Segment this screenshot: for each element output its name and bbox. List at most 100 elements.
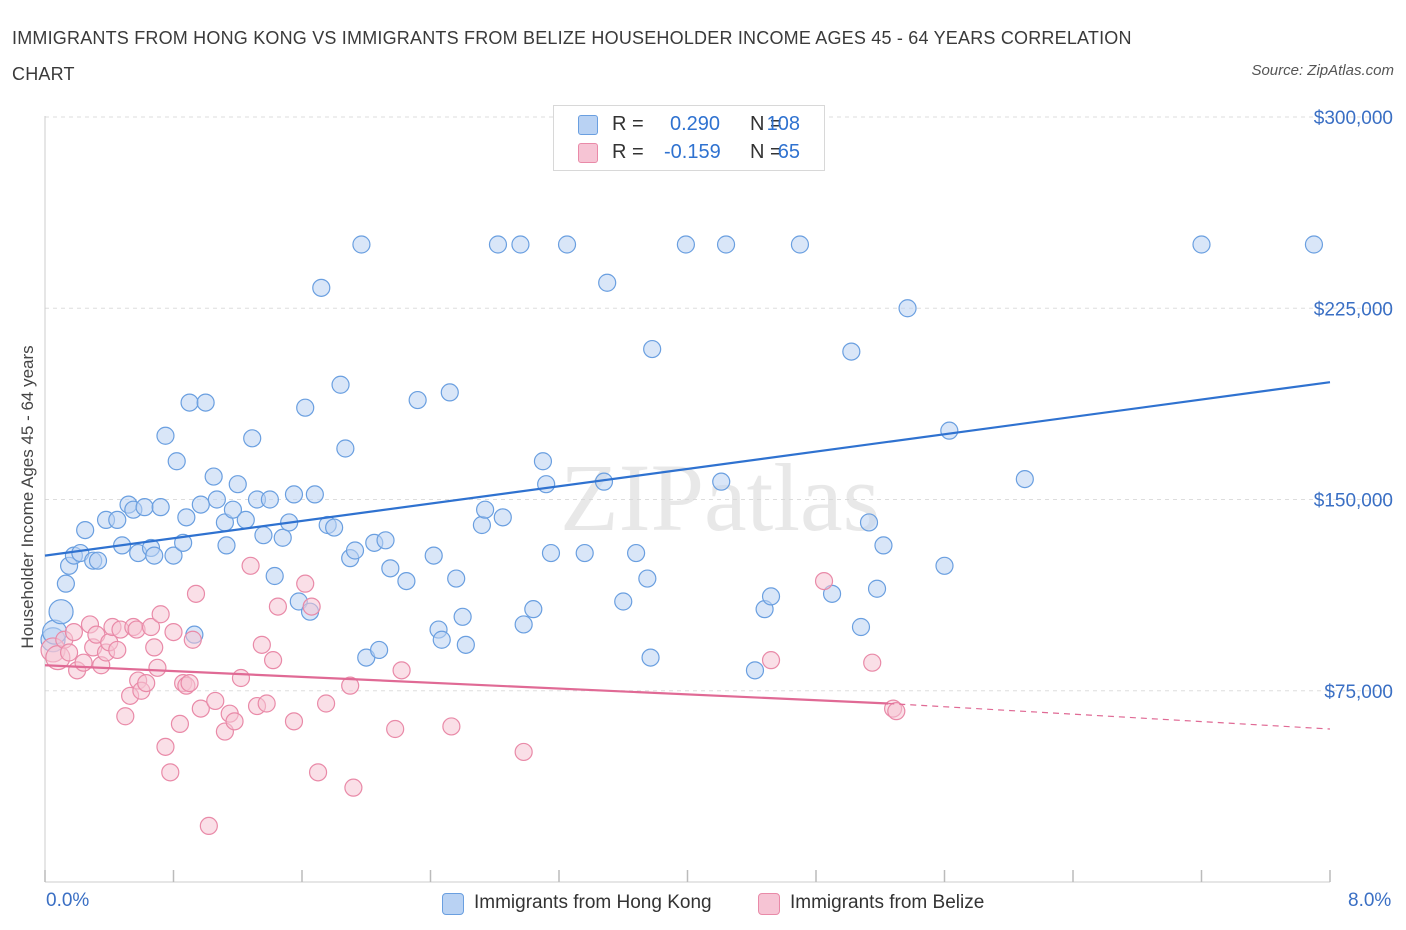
point-hong-kong [56, 574, 75, 593]
point-belize [199, 816, 218, 836]
legend-r-value: 0.290 [670, 113, 721, 135]
point-hong-kong [207, 490, 226, 509]
point-belize [206, 691, 225, 711]
point-hong-kong [493, 508, 512, 527]
point-hong-kong [151, 498, 170, 517]
legend-r-value: -0.159 [664, 141, 721, 163]
point-hong-kong [898, 299, 917, 318]
legend-swatch-hong-kong [578, 115, 598, 135]
point-belize [191, 699, 210, 718]
point-hong-kong [424, 546, 443, 565]
point-hong-kong [842, 342, 861, 361]
point-hong-kong [156, 426, 175, 445]
point-hong-kong [859, 513, 879, 532]
point-belize [141, 617, 161, 637]
trend-line-belize [44, 664, 889, 705]
point-hong-kong [511, 235, 530, 254]
point-hong-kong [1304, 235, 1324, 254]
series-legend: Immigrants from Hong Kong Immigrants fro… [0, 885, 1406, 919]
point-belize [761, 651, 781, 670]
point-hong-kong [336, 439, 355, 458]
point-belize [302, 597, 321, 616]
point-hong-kong [243, 429, 262, 448]
point-hong-kong [164, 546, 183, 565]
point-hong-kong [1015, 470, 1034, 489]
point-hong-kong [397, 571, 416, 591]
point-belize [392, 661, 411, 680]
point-belize [161, 763, 180, 782]
point-belize [263, 651, 283, 670]
point-hong-kong [867, 579, 887, 598]
point-belize [108, 640, 127, 660]
point-hong-kong [223, 500, 243, 519]
point-hong-kong [643, 339, 662, 359]
point-hong-kong [614, 592, 633, 611]
point-hong-kong [305, 485, 324, 504]
point-hong-kong [236, 510, 255, 530]
point-belize [183, 630, 202, 649]
point-belize [225, 712, 244, 731]
point-belize [145, 638, 164, 657]
point-hong-kong [851, 617, 871, 637]
legend-swatch-belize [578, 143, 598, 163]
chart-source: Source: ZipAtlas.com [1251, 62, 1394, 79]
point-belize [116, 707, 135, 726]
point-hong-kong [524, 600, 543, 619]
point-belize [284, 712, 304, 731]
point-belize [514, 742, 533, 762]
point-hong-kong [541, 543, 561, 563]
watermark: ZIPatlas [560, 444, 880, 551]
point-belize [164, 622, 183, 642]
point-hong-kong [447, 569, 466, 588]
point-hong-kong [135, 498, 154, 517]
point-belize [257, 694, 276, 713]
point-hong-kong [935, 556, 954, 575]
legend-n-label: N = [750, 141, 782, 163]
point-hong-kong [874, 536, 893, 555]
point-hong-kong [432, 630, 451, 649]
trend-lines [44, 381, 1331, 730]
point-hong-kong [191, 495, 210, 514]
point-hong-kong [1192, 235, 1211, 254]
point-belize [268, 597, 288, 616]
point-belize [170, 714, 190, 734]
point-hong-kong [476, 500, 495, 519]
legend-label-hong-kong: Immigrants from Hong Kong [474, 892, 712, 913]
point-hong-kong [180, 393, 199, 412]
y-tick-label: $75,000 [1324, 682, 1393, 703]
point-hong-kong [325, 518, 344, 537]
point-hong-kong [145, 546, 164, 565]
point-hong-kong [331, 375, 350, 394]
point-belize [156, 737, 175, 756]
correlation-legend: R = 0.290 N = 108 R = -0.159 N = 65 [553, 105, 825, 171]
point-belize [344, 778, 363, 797]
point-belize [137, 673, 156, 693]
point-belize [231, 668, 251, 688]
point-belize [64, 622, 84, 642]
chart-title: IMMIGRANTS FROM HONG KONG VS IMMIGRANTS … [12, 28, 1132, 84]
point-hong-kong [284, 485, 304, 504]
point-hong-kong [273, 528, 292, 547]
point-belize [74, 653, 93, 672]
axes [44, 116, 1331, 883]
y-tick-labels: $75,000 $150,000 $225,000 $300,000 [1314, 108, 1393, 703]
point-hong-kong [712, 472, 731, 491]
point-belize [316, 694, 336, 713]
point-hong-kong [676, 235, 695, 254]
legend-r-label: R = [612, 141, 644, 163]
point-hong-kong [228, 475, 247, 494]
point-belize [186, 584, 206, 603]
point-hong-kong [638, 569, 657, 588]
point-hong-kong [265, 566, 284, 586]
point-belize [887, 702, 906, 721]
point-hong-kong [575, 543, 594, 563]
point-hong-kong [472, 515, 491, 535]
point-belize [296, 574, 315, 593]
point-belize [308, 763, 328, 782]
point-hong-kong [745, 661, 765, 680]
point-hong-kong [48, 599, 74, 625]
point-hong-kong [716, 235, 736, 254]
point-hong-kong [177, 508, 196, 527]
point-hong-kong [296, 398, 315, 417]
x-tick-label-max: 8.0% [1348, 890, 1392, 911]
